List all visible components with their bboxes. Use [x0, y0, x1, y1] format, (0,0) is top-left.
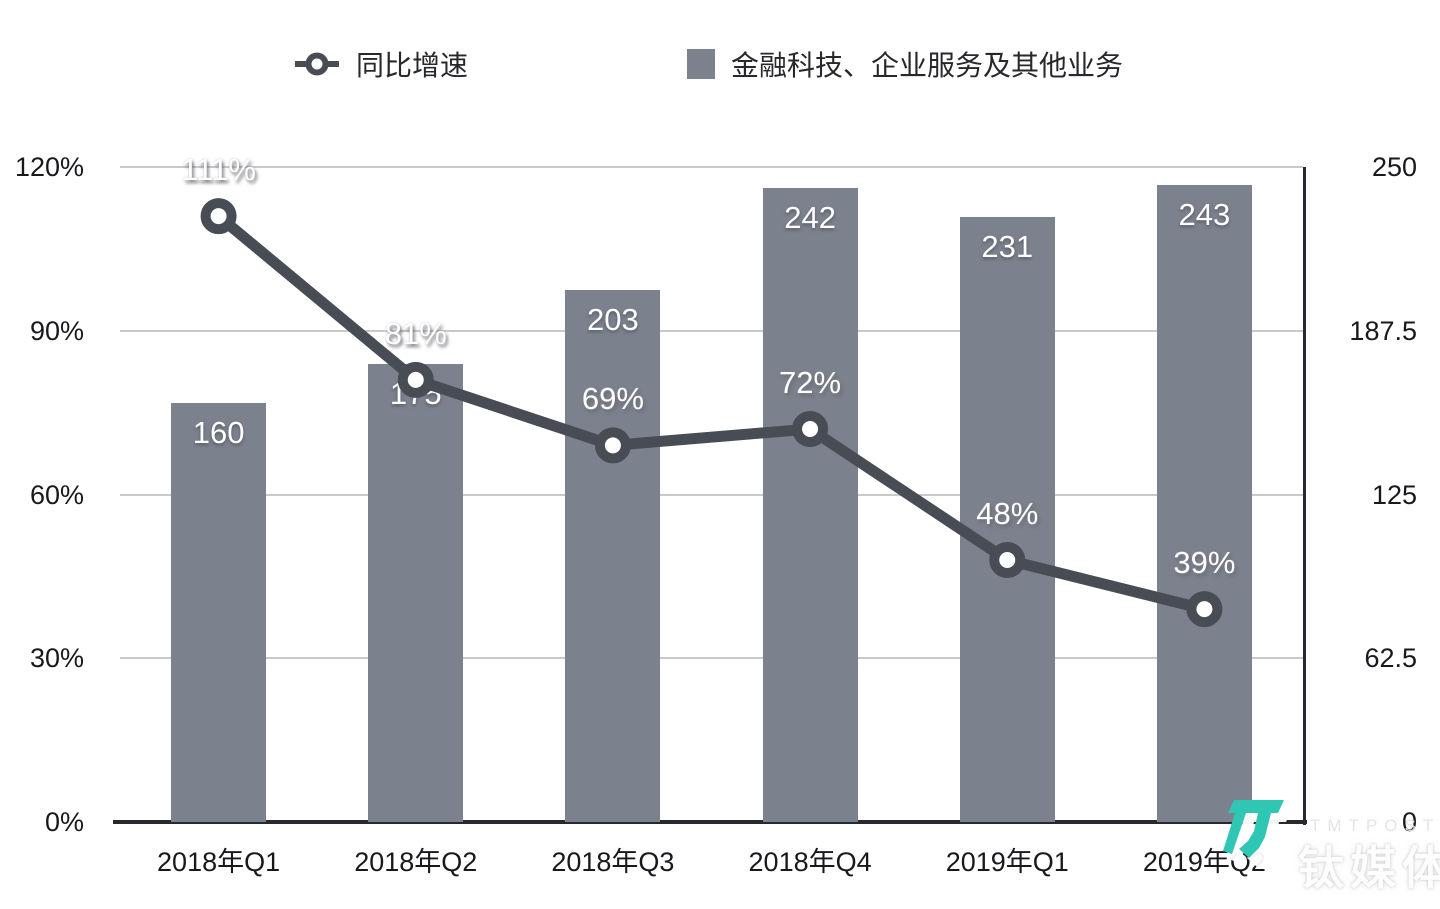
right-axis-line [1303, 167, 1306, 825]
right-axis-tick: 62.5 [1364, 643, 1417, 674]
bar [565, 290, 661, 822]
bar-value-label: 160 [192, 414, 245, 450]
x-axis-line [113, 820, 1307, 824]
bar [368, 363, 464, 822]
bar-swatch-icon [687, 49, 715, 79]
legend-item-line: 同比增速 [294, 44, 468, 84]
gridline [120, 166, 1303, 168]
bar [1156, 185, 1252, 822]
bar [171, 402, 267, 822]
bar-value-label: 175 [389, 375, 442, 411]
gridline [120, 493, 1303, 496]
percent-label: 72% [779, 365, 842, 400]
x-axis-label: 2018年Q3 [551, 847, 675, 877]
percent-label: 81% [384, 315, 447, 351]
bar-value-label: 203 [587, 302, 639, 338]
x-axis-label: 2018年Q2 [354, 847, 478, 877]
watermark-brand-cn: 钛媒体 [1298, 842, 1440, 894]
percent-label: 39% [1173, 545, 1236, 581]
legend-bar-label: 金融科技、企业服务及其他业务 [731, 50, 1124, 81]
bar-value-label: 231 [981, 228, 1034, 264]
legend-item-bar: 金融科技、企业服务及其他业务 [687, 44, 1123, 84]
gridline [120, 329, 1303, 332]
x-axis-label: 2019年Q2 [1142, 847, 1266, 877]
left-axis-tick: 120% [14, 152, 84, 182]
bar-value-label: 242 [784, 199, 836, 235]
left-axis-tick: 0% [44, 807, 84, 837]
x-axis-label: 2018年Q4 [748, 847, 872, 877]
x-axis-label: 2019年Q1 [945, 847, 1069, 877]
percent-label: 48% [976, 496, 1039, 531]
data-point-marker [200, 198, 237, 235]
left-axis-tick: 30% [29, 643, 84, 674]
left-axis-tick: 90% [29, 315, 84, 346]
gridline [120, 657, 1303, 660]
right-axis-tick: 187.5 [1349, 315, 1417, 346]
percent-label: 69% [581, 381, 644, 417]
percent-label: 111% [181, 152, 256, 188]
legend-line-label: 同比增速 [356, 50, 469, 81]
right-axis-tick: 250 [1371, 152, 1417, 182]
x-axis-label: 2018年Q1 [157, 847, 281, 877]
right-axis-tick: 0 [1401, 807, 1417, 837]
right-axis-tick: 125 [1371, 479, 1417, 510]
left-axis-tick: 60% [29, 479, 84, 510]
bar [762, 187, 858, 822]
line-path [213, 210, 1210, 615]
line-marker-icon [295, 52, 339, 76]
bar-value-label: 243 [1178, 197, 1231, 233]
